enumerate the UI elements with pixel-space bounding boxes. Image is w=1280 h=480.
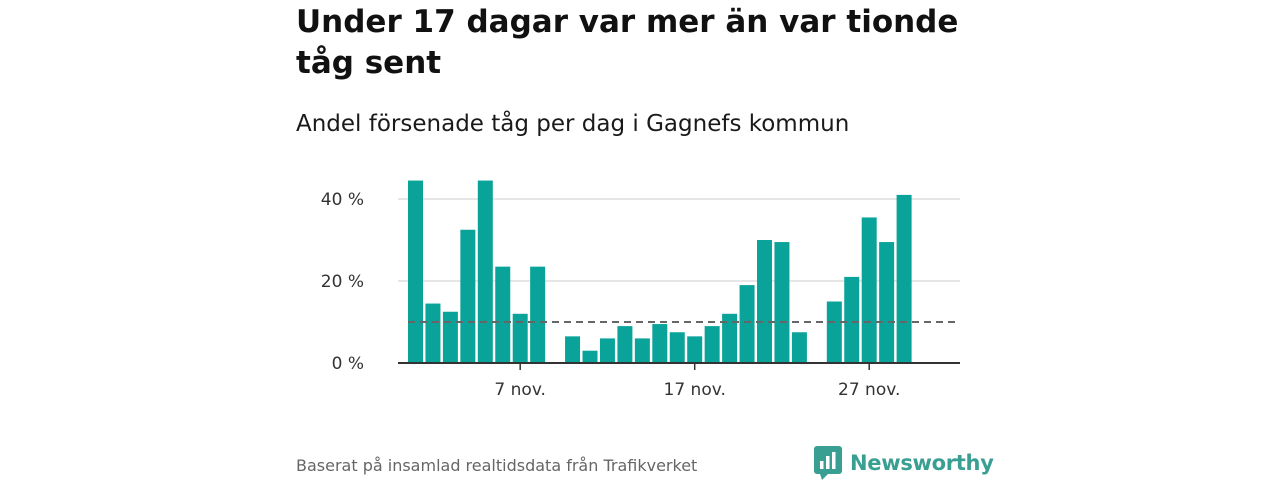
brand-name: Newsworthy bbox=[850, 451, 994, 475]
bar bbox=[896, 194, 912, 363]
bar bbox=[617, 326, 633, 363]
bar-chart: 0 % 20 % 40 % 7 nov. 17 nov. 27 nov. bbox=[296, 160, 986, 410]
bar bbox=[844, 276, 860, 363]
bar bbox=[565, 336, 581, 363]
x-tick-label: 27 nov. bbox=[838, 380, 900, 400]
bar bbox=[739, 285, 755, 363]
bar bbox=[722, 313, 738, 363]
x-tick-label: 7 nov. bbox=[494, 380, 546, 400]
bar bbox=[652, 324, 668, 363]
bar bbox=[442, 311, 458, 363]
y-tick-label: 40 % bbox=[321, 190, 364, 210]
bar bbox=[460, 229, 476, 363]
bar bbox=[879, 242, 895, 363]
bar bbox=[512, 313, 528, 363]
bar bbox=[826, 301, 842, 363]
bar bbox=[774, 242, 790, 363]
bar bbox=[599, 338, 615, 363]
bar-chart-svg: 0 % 20 % 40 % 7 nov. 17 nov. 27 nov. bbox=[321, 180, 960, 400]
bar bbox=[477, 180, 493, 363]
bar bbox=[495, 266, 511, 363]
bar bbox=[791, 332, 807, 363]
bar bbox=[634, 338, 650, 363]
y-tick-label: 0 % bbox=[332, 354, 364, 374]
bar bbox=[757, 240, 772, 363]
bar bbox=[582, 350, 598, 363]
bar bbox=[704, 326, 720, 363]
chart-title: Under 17 dagar var mer än var tionde tåg… bbox=[296, 4, 959, 81]
bar bbox=[530, 266, 546, 363]
bar bbox=[669, 332, 685, 363]
newsworthy-logo-icon bbox=[814, 446, 842, 480]
source-note: Baserat på insamlad realtidsdata från Tr… bbox=[296, 456, 698, 475]
bar bbox=[687, 336, 703, 363]
newsworthy-logo[interactable]: Newsworthy bbox=[814, 446, 994, 480]
y-tick-label: 20 % bbox=[321, 272, 364, 292]
bar bbox=[861, 217, 877, 363]
bar bbox=[408, 180, 423, 363]
bar bbox=[425, 303, 441, 363]
x-tick-label: 17 nov. bbox=[664, 380, 726, 400]
chart-card: Under 17 dagar var mer än var tionde tåg… bbox=[296, 0, 994, 480]
chart-subtitle: Andel försenade tåg per dag i Gagnefs ko… bbox=[296, 111, 850, 137]
